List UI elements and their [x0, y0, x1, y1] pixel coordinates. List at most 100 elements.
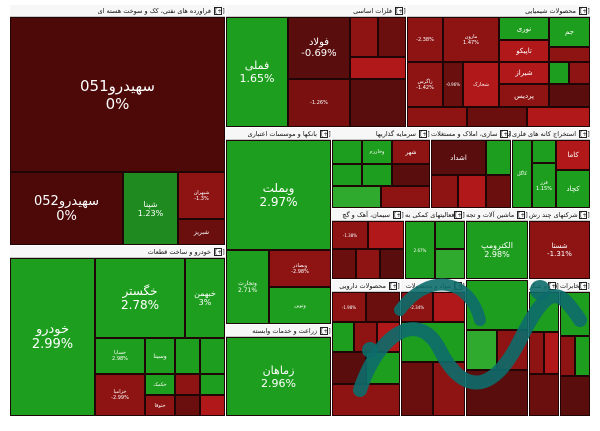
expand-icon[interactable]: [+]: [214, 248, 225, 256]
small-tile[interactable]: [497, 330, 528, 370]
sector-header[interactable]: فعالیتهای کمکی به [+]: [405, 209, 465, 221]
tile-chem-b[interactable]: -0.96%: [443, 62, 463, 107]
tile-khkamak[interactable]: خکمک: [145, 374, 175, 395]
small-tile[interactable]: [354, 322, 377, 352]
expand-icon[interactable]: [+]: [320, 327, 331, 335]
tile-fazr[interactable]: فزر 1.15%: [532, 163, 556, 208]
small-tile[interactable]: [560, 292, 590, 336]
small-tile[interactable]: [433, 362, 465, 416]
expand-icon[interactable]: [+]: [419, 130, 430, 138]
small-tile[interactable]: [467, 107, 527, 127]
small-tile[interactable]: [435, 249, 465, 279]
tile-shiraz[interactable]: شیراز: [499, 62, 549, 84]
tile-misc2[interactable]: -2.34%: [401, 292, 433, 322]
expand-icon[interactable]: [+]: [517, 211, 528, 219]
small-tile[interactable]: [377, 322, 400, 352]
tile-fakhoz[interactable]: -1.26%: [288, 79, 350, 127]
tile-vsina[interactable]: وسینا: [145, 338, 175, 374]
expand-icon[interactable]: [+]: [389, 282, 400, 290]
sector-header[interactable]: سرمایه گذاریها [+]: [332, 128, 430, 140]
small-tile[interactable]: [332, 140, 362, 164]
small-tile[interactable]: [466, 330, 497, 370]
tile-kagol[interactable]: کاگل: [512, 140, 532, 208]
small-tile[interactable]: [200, 395, 225, 416]
tile-alkoroma[interactable]: الکترومپ 2.98%: [466, 221, 528, 279]
small-tile[interactable]: [549, 62, 569, 84]
tile-kamli[interactable]: کاما: [556, 140, 590, 170]
expand-icon[interactable]: [+]: [214, 7, 225, 15]
tile-shkhark[interactable]: شخارک: [463, 62, 499, 107]
sector-header[interactable]: انبوه سازی، املاک و مستغلات [+]: [431, 128, 511, 140]
small-tile[interactable]: [362, 164, 392, 186]
expand-icon[interactable]: [+]: [393, 211, 404, 219]
small-tile[interactable]: [433, 292, 465, 322]
small-tile[interactable]: [350, 79, 406, 127]
tile-vobemellat[interactable]: وبملت 2.97%: [226, 140, 331, 250]
tile-shapna[interactable]: شپنا 1.23%: [123, 172, 178, 245]
small-tile[interactable]: [200, 338, 225, 374]
small-tile[interactable]: [569, 62, 590, 84]
tile-fameli[interactable]: فملی 1.65%: [226, 17, 288, 127]
sector-header[interactable]: خودرو و ساخت قطعات [+]: [10, 246, 225, 258]
sector-header[interactable]: ماشین آلات و تجه [+]: [466, 209, 528, 221]
sector-header[interactable]: زراعت و خدمات وابسته [+]: [226, 325, 331, 337]
small-tile[interactable]: [529, 292, 559, 332]
sector-header[interactable]: مخابرات [+]: [560, 280, 590, 292]
small-tile[interactable]: [366, 292, 400, 322]
sector-header[interactable]: قند و شکر [+]: [529, 280, 559, 292]
small-tile[interactable]: [575, 336, 590, 376]
small-tile[interactable]: [407, 107, 467, 127]
expand-icon[interactable]: [+]: [500, 130, 511, 138]
small-tile[interactable]: [560, 336, 575, 376]
small-tile[interactable]: [175, 374, 200, 395]
tile-ashdad[interactable]: اشداد: [431, 140, 486, 175]
small-tile[interactable]: [401, 322, 465, 362]
small-tile[interactable]: [549, 47, 590, 62]
tile-zagros[interactable]: زاگرس -1.42%: [407, 62, 443, 107]
tile-vtejarat[interactable]: وتجارت 2.71%: [226, 250, 269, 324]
small-tile[interactable]: [401, 362, 433, 416]
expand-icon[interactable]: [+]: [579, 7, 590, 15]
small-tile[interactable]: [175, 395, 200, 416]
tile-sahidaro051[interactable]: سهیدرو051 0%: [10, 17, 225, 172]
tile-vtoein[interactable]: وتوین: [269, 287, 331, 324]
tile-sahidaro052[interactable]: سهیدرو052 0%: [10, 172, 123, 245]
sector-header[interactable]: فراورده های نفتی، کک و سوخت هسته ای [+]: [10, 5, 225, 17]
small-tile[interactable]: [332, 186, 381, 208]
small-tile[interactable]: [332, 164, 362, 186]
small-tile[interactable]: [431, 175, 458, 208]
small-tile[interactable]: [350, 17, 378, 57]
expand-icon[interactable]: [+]: [579, 282, 590, 290]
small-tile[interactable]: [466, 280, 528, 330]
small-tile[interactable]: [332, 322, 354, 352]
small-tile[interactable]: [381, 186, 430, 208]
tile-vbsader[interactable]: وبصادر -2.98%: [269, 250, 331, 287]
sector-header[interactable]: استخراج کانه های فلزی [+]: [512, 128, 590, 140]
sector-header[interactable]: محصولات دارویی [+]: [332, 280, 400, 292]
small-tile[interactable]: [332, 352, 366, 384]
sector-header[interactable]: بانکها و موسسات اعتباری [+]: [226, 128, 331, 140]
small-tile[interactable]: [560, 376, 590, 416]
tile-semento[interactable]: 2.67%: [405, 221, 435, 279]
tile-shasta[interactable]: شستا -1.31%: [529, 221, 590, 279]
tile-shbahran[interactable]: شبهران -1.3%: [178, 172, 225, 219]
tile-misc1[interactable]: -1.98%: [332, 292, 366, 322]
small-tile[interactable]: [392, 164, 430, 186]
sector-header[interactable]: فلزات اساسی [+]: [226, 5, 406, 17]
expand-icon[interactable]: [+]: [320, 130, 331, 138]
small-tile[interactable]: [529, 374, 559, 416]
tile-pardis[interactable]: پردیس: [499, 84, 549, 107]
small-tile[interactable]: [466, 370, 528, 416]
tile-tapico[interactable]: تاپیکو: [499, 40, 549, 62]
small-tile[interactable]: [356, 249, 380, 279]
small-tile[interactable]: [378, 17, 406, 57]
expand-icon[interactable]: [+]: [579, 130, 590, 138]
tile-marun[interactable]: مارون 1.47%: [443, 17, 499, 62]
expand-icon[interactable]: [+]: [395, 7, 406, 15]
tile-kachad[interactable]: کچاد: [556, 170, 590, 208]
tile-shabriz[interactable]: شبریز: [178, 219, 225, 245]
tile-chem-a[interactable]: -2.38%: [407, 17, 443, 62]
tile-foolad[interactable]: فولاد -0.69%: [288, 17, 350, 79]
tile-vakhrez[interactable]: وخارزم: [362, 140, 392, 164]
small-tile[interactable]: [380, 249, 404, 279]
